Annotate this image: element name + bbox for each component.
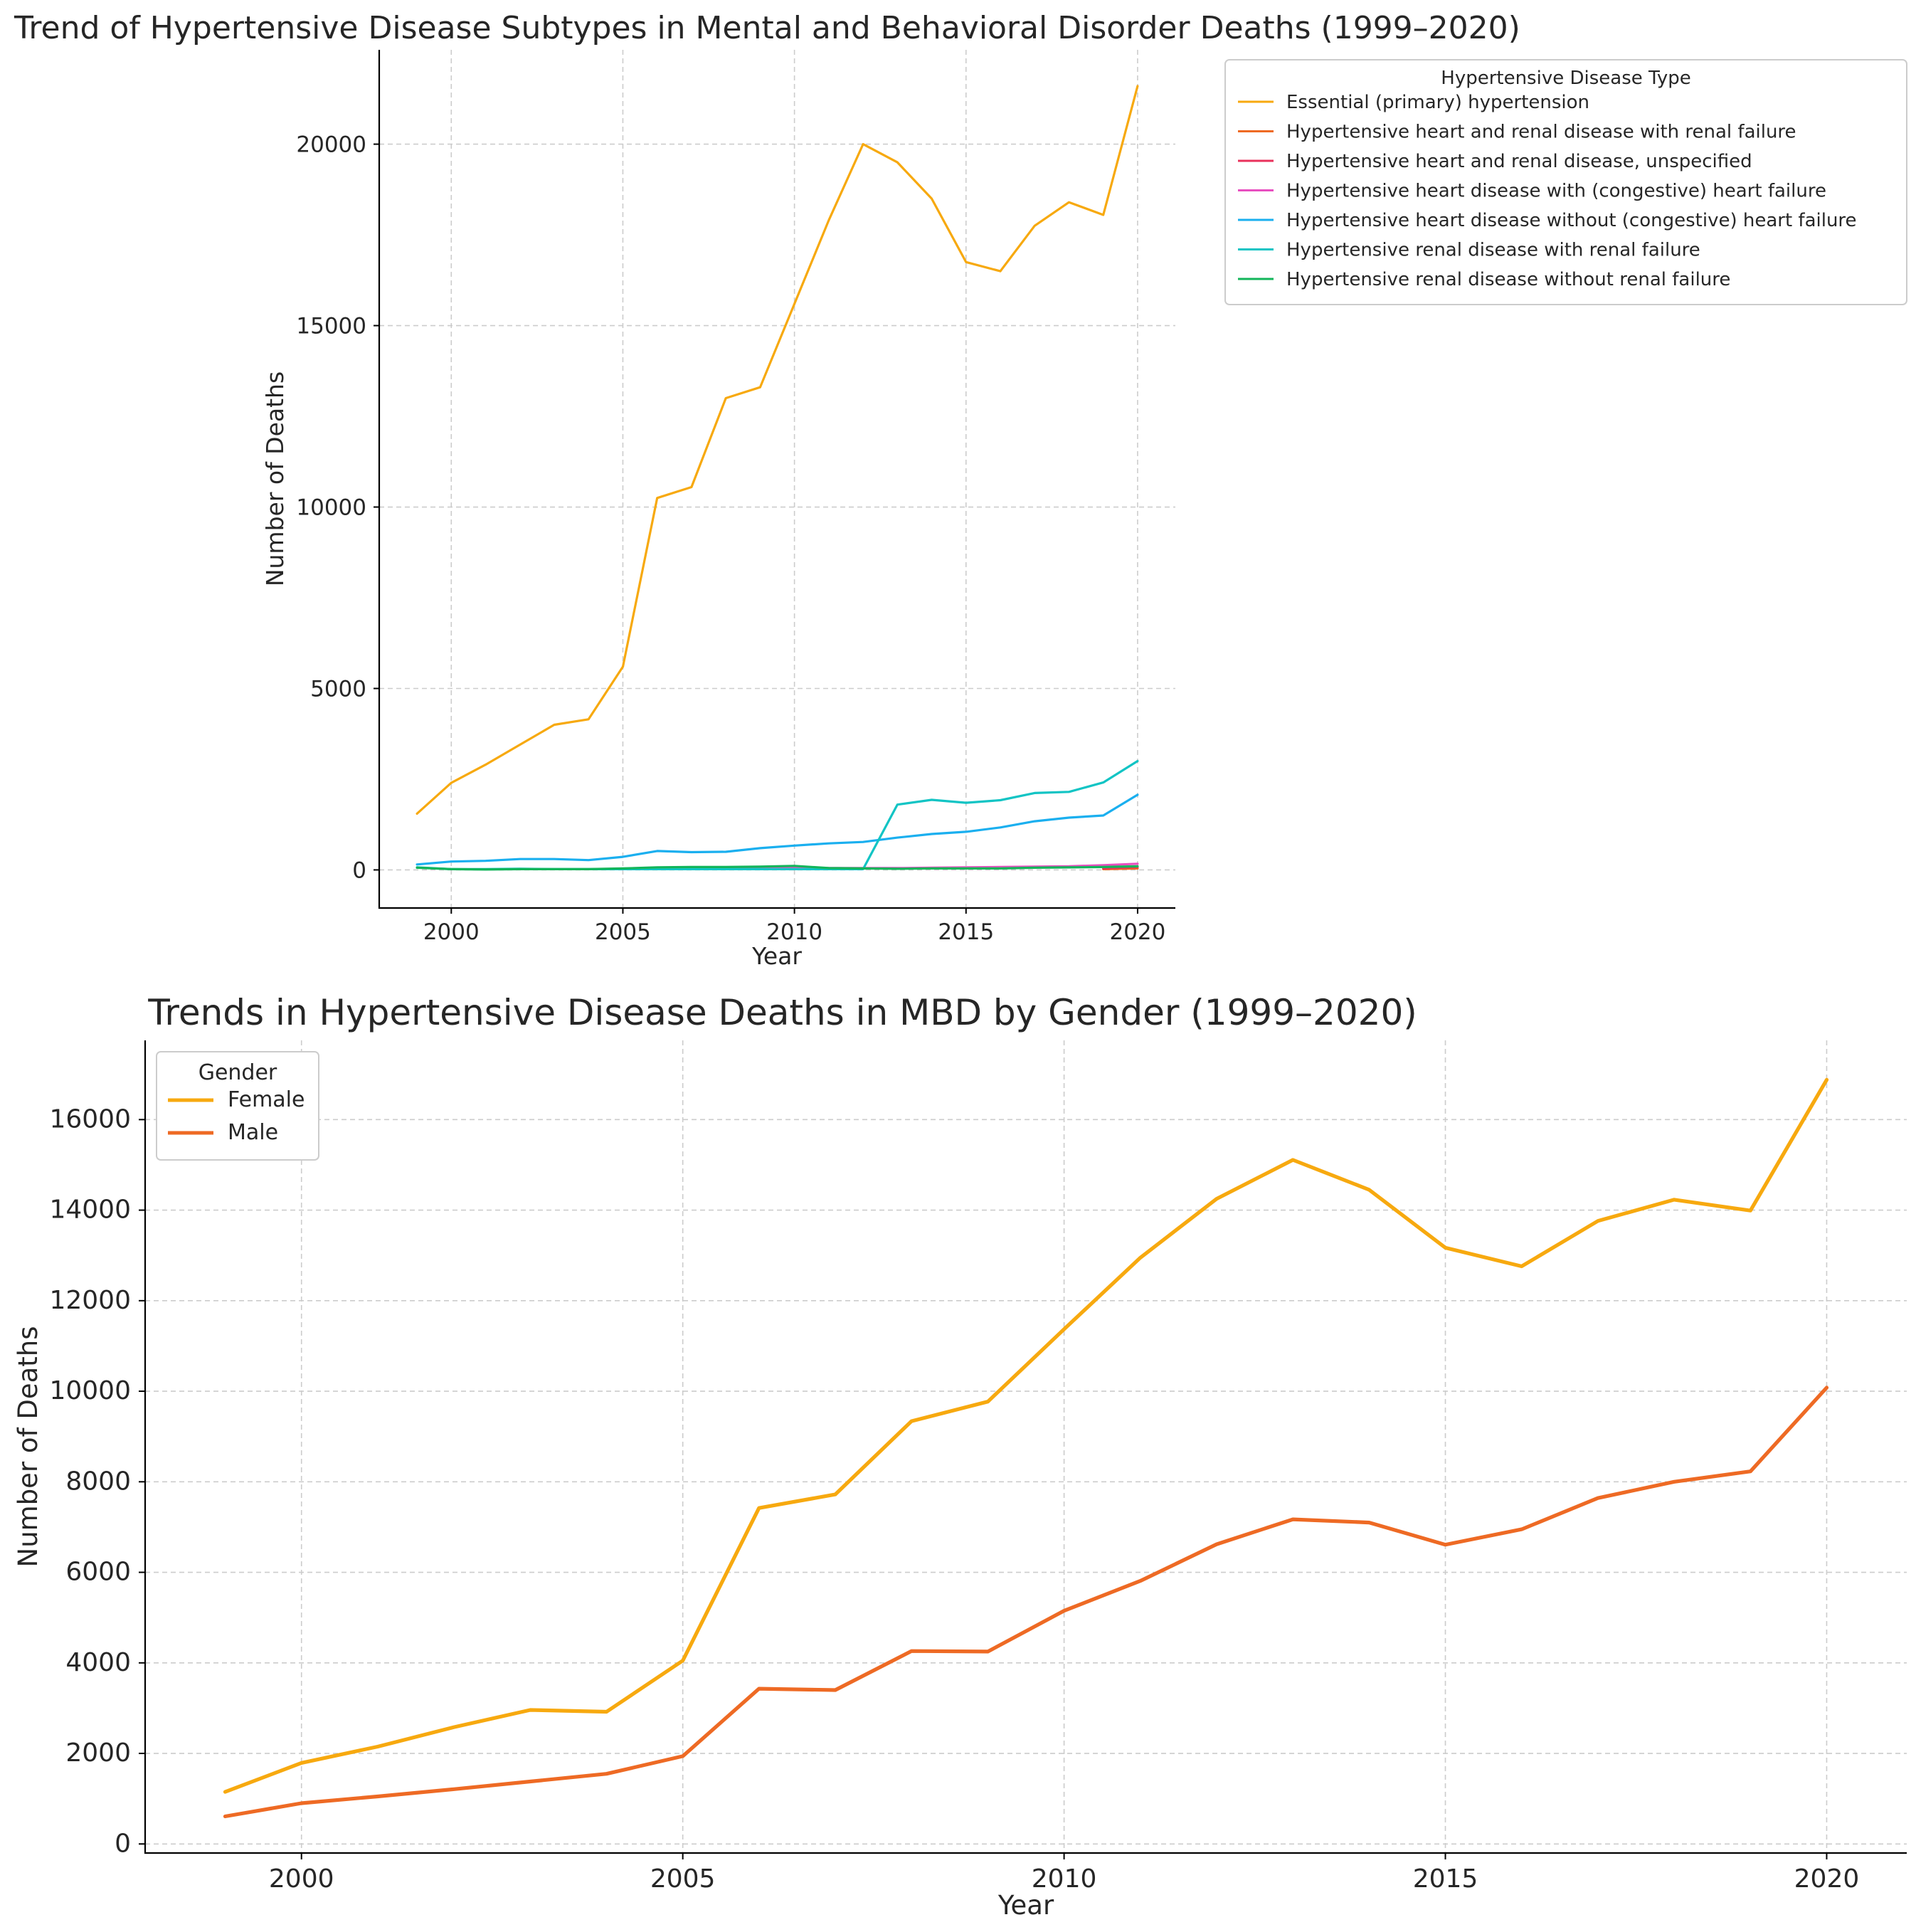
legend-label-hypertensive-renal-disease-with-renal-failure: Hypertensive renal disease with renal fa… (1286, 240, 1700, 261)
y-tick-label: 6000 (65, 1558, 131, 1587)
x-tick-label: 2010 (1032, 1864, 1097, 1894)
y-tick-label: 0 (115, 1829, 131, 1858)
chart2-legend-items: Female Male (168, 1087, 305, 1145)
chart1-title: Trend of Hypertensive Disease Subtypes i… (14, 10, 1520, 46)
series-line-essential-primary-hypertension (416, 85, 1139, 815)
y-tick-label: 10000 (49, 1376, 131, 1405)
chart1-ylabel: Number of Deaths (261, 371, 289, 586)
y-tick-label: 20000 (296, 132, 366, 158)
x-tick-label: 2000 (269, 1864, 334, 1894)
chart1-legend-frame (1224, 59, 1907, 305)
legend-label-hypertensive-heart-and-renal-disease-with-renal-failure: Hypertensive heart and renal disease wit… (1286, 122, 1796, 143)
chart2-title: Trends in Hypertensive Disease Deaths in… (147, 992, 1417, 1033)
chart1-legend-items: Essential (primary) hypertension Hyperten… (1238, 92, 1857, 290)
series-line-male (223, 1385, 1829, 1819)
series-line-female (223, 1077, 1829, 1794)
x-tick-label: 2005 (595, 919, 651, 945)
series-line-hypertensive-renal-disease-without-renal-failure (416, 865, 1139, 871)
y-tick-label: 15000 (296, 314, 366, 339)
chart2-lines (223, 1077, 1829, 1819)
x-tick-label: 2000 (423, 919, 480, 945)
x-tick-label: 2005 (650, 1864, 716, 1894)
chart2-ylabel: Number of Deaths (13, 1326, 43, 1568)
x-tick-label: 2015 (1413, 1864, 1478, 1894)
chart2-ticks: 2000 2005 2010 2015 2020 0 2000 4000 6000 8000 100… (49, 1104, 1859, 1894)
y-tick-label: 10000 (296, 495, 366, 521)
legend-label-hypertensive-renal-disease-without-renal-failure: Hypertensive renal disease without renal… (1286, 269, 1730, 290)
subtype-chart: Trend of Hypertensive Disease Subtypes i… (14, 10, 1907, 970)
chart2-grid (145, 1040, 1907, 1853)
chart1-axes-spines (378, 50, 1175, 909)
y-tick-label: 0 (352, 857, 366, 883)
y-tick-label: 2000 (65, 1738, 131, 1768)
series-line-hypertensive-heart-disease-without-congestive-heart-failure (416, 793, 1139, 866)
x-tick-label: 2020 (1794, 1864, 1860, 1894)
legend-label-hypertensive-heart-and-renal-disease-unspecified: Hypertensive heart and renal disease, un… (1286, 151, 1752, 172)
chart2-legend: Gender Female Male (156, 1051, 319, 1161)
y-tick-label: 5000 (310, 676, 366, 702)
chart1-legend: Hypertensive Disease Type Essential (pri… (1224, 59, 1907, 305)
chart1-grid (379, 50, 1175, 908)
legend-label-hypertensive-heart-disease-with-congestive-heart-failure: Hypertensive heart disease with (congest… (1286, 181, 1826, 202)
chart2-axes-spines (144, 1040, 1907, 1854)
legend-label-female: Female (228, 1087, 305, 1112)
gender-chart: Trends in Hypertensive Disease Deaths in… (13, 992, 1907, 1921)
chart1-lines (416, 85, 1139, 871)
legend-label-male: Male (228, 1120, 278, 1145)
y-tick-label: 14000 (49, 1195, 131, 1225)
chart1-legend-title: Hypertensive Disease Type (1441, 68, 1690, 89)
y-tick-label: 4000 (65, 1648, 131, 1677)
chart1-xlabel: Year (751, 942, 802, 970)
legend-label-hypertensive-heart-disease-without-congestive-heart-failure: Hypertensive heart disease without (cong… (1286, 210, 1857, 231)
series-line-hypertensive-renal-disease-with-renal-failure (416, 759, 1139, 871)
chart2-xlabel: Year (997, 1890, 1054, 1921)
chart2-legend-title: Gender (199, 1060, 277, 1085)
x-tick-label: 2020 (1109, 919, 1165, 945)
y-tick-label: 12000 (49, 1286, 131, 1315)
y-tick-label: 16000 (49, 1104, 131, 1134)
x-tick-label: 2015 (938, 919, 994, 945)
chart1-ticks: 2000 2005 2010 2015 2020 0 5000 10000 15000 20000 (296, 132, 1165, 945)
legend-label-essential-primary-hypertension: Essential (primary) hypertension (1286, 92, 1589, 113)
y-tick-label: 8000 (65, 1467, 131, 1496)
x-tick-label: 2010 (766, 919, 822, 945)
